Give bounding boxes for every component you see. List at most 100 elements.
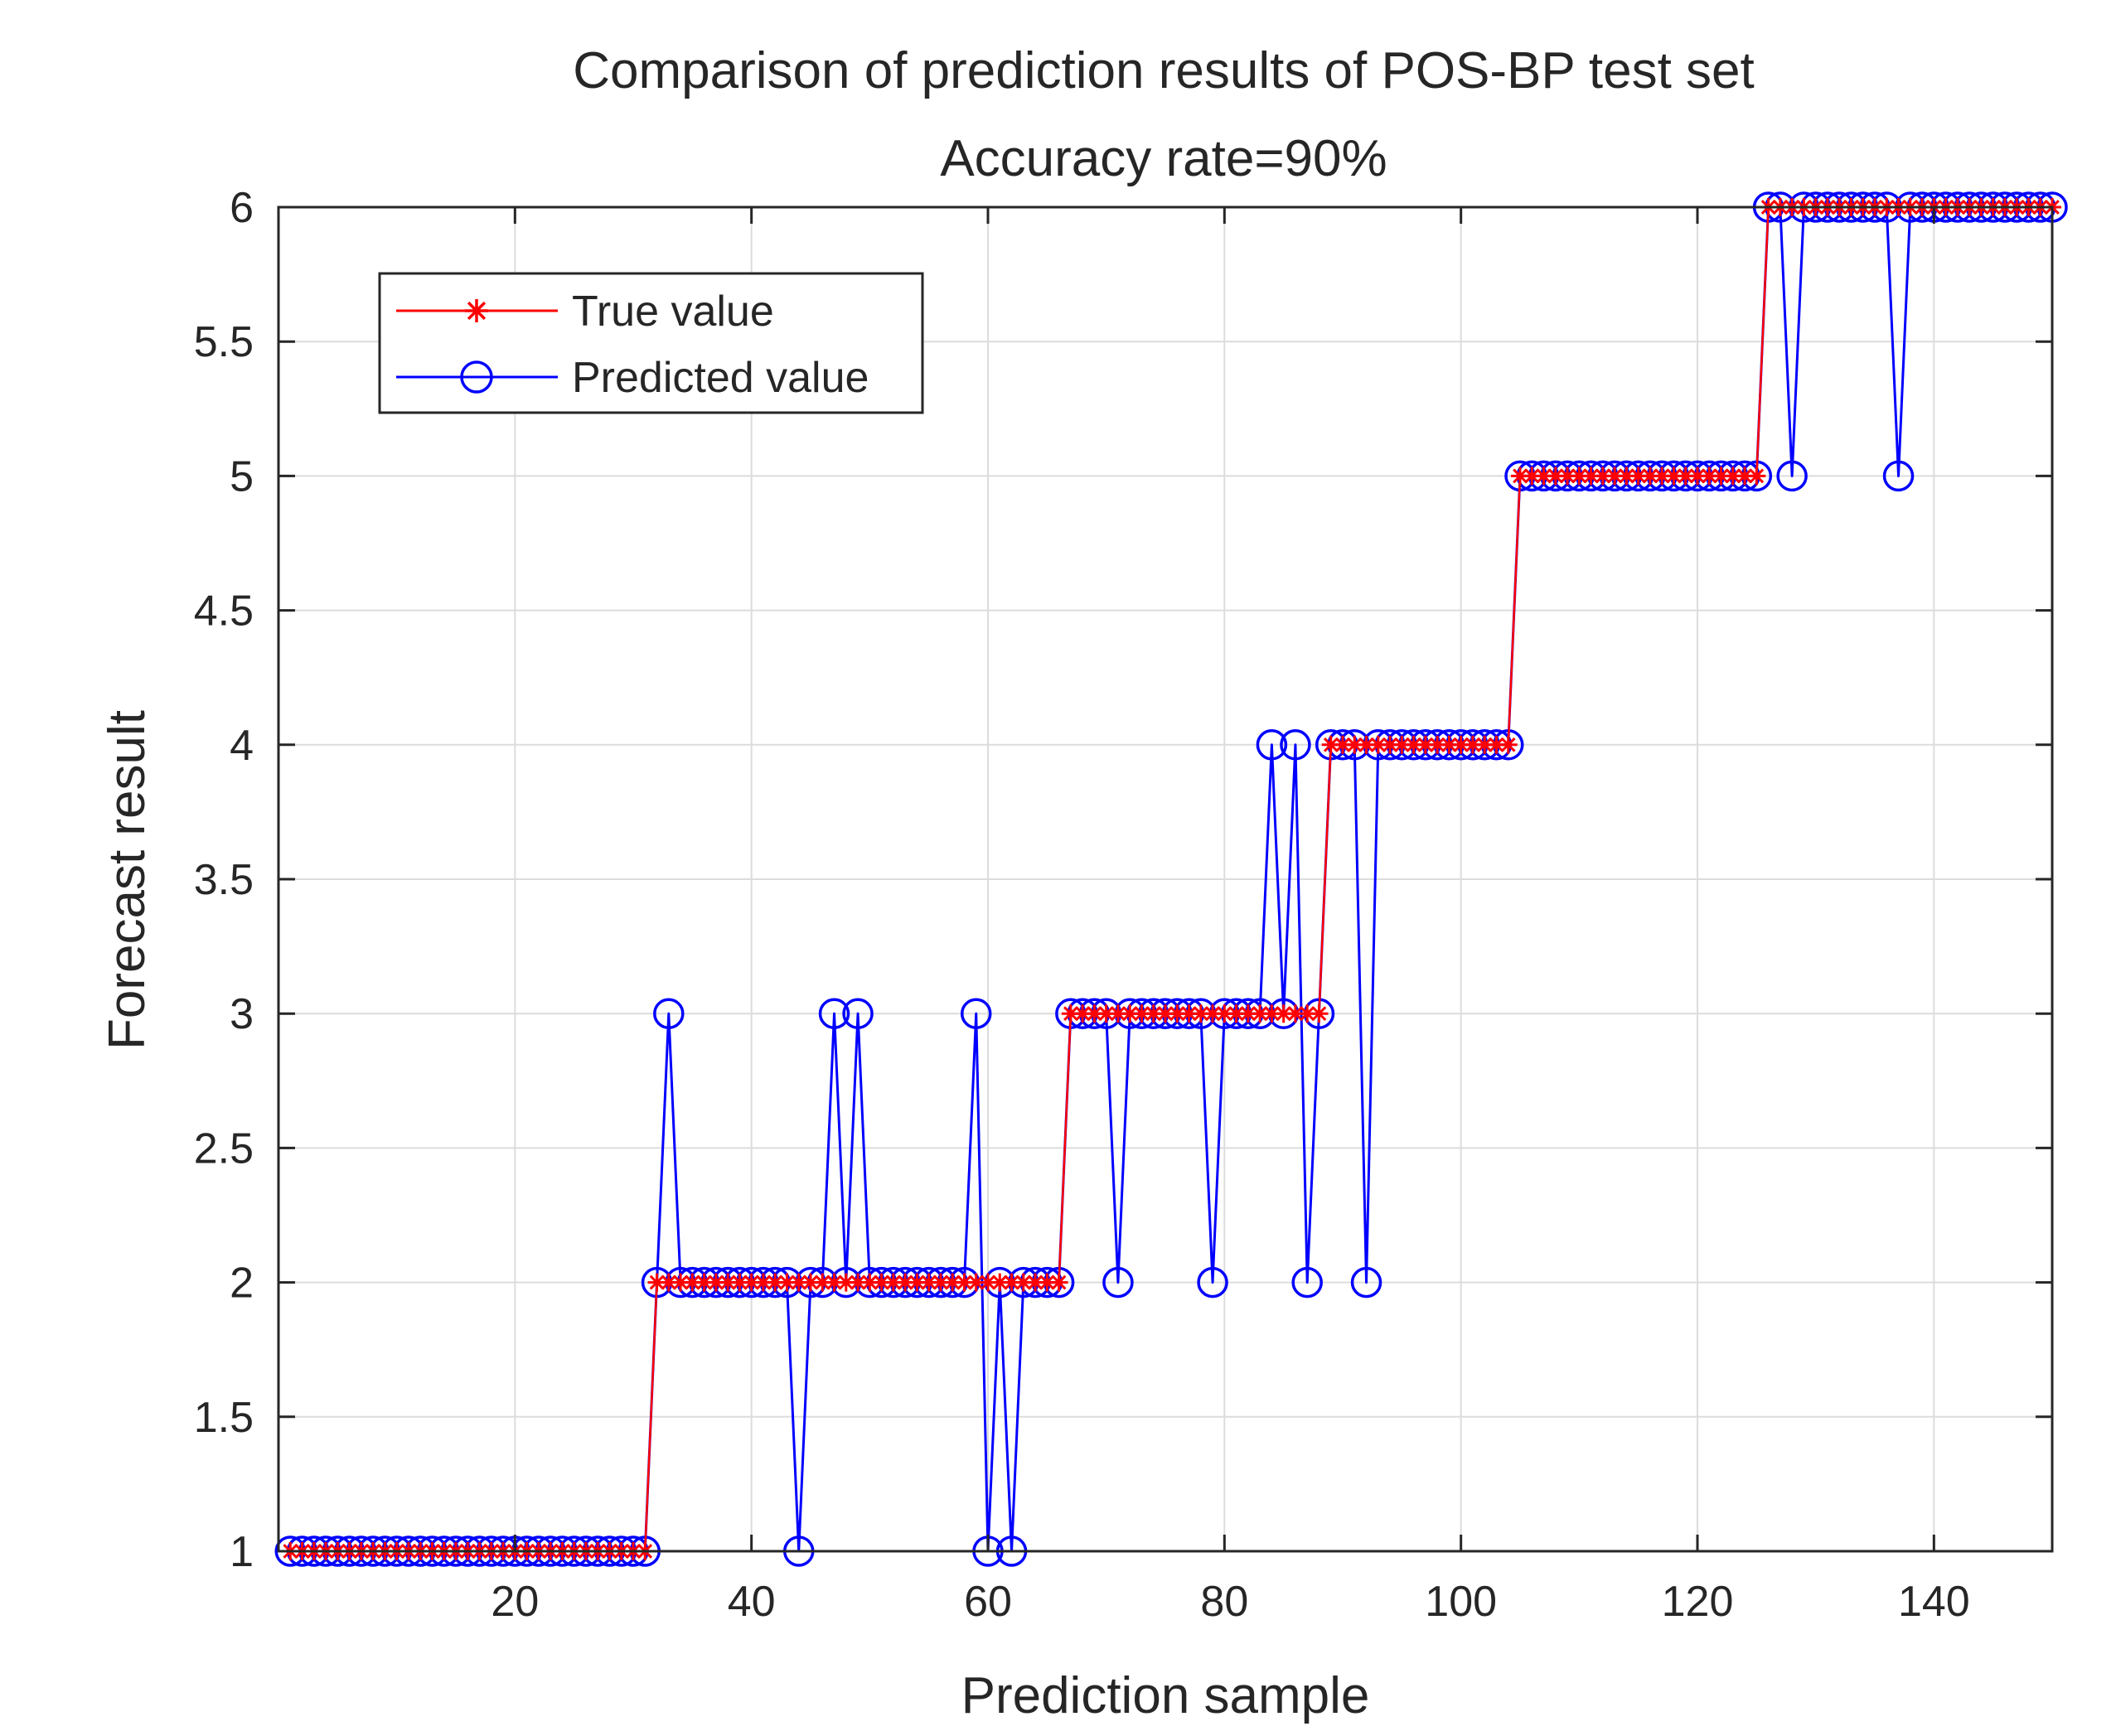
true-point bbox=[872, 1273, 891, 1292]
true-point bbox=[1038, 1273, 1057, 1292]
true-point bbox=[1168, 1004, 1187, 1023]
predicted-point bbox=[1256, 729, 1288, 761]
true-point bbox=[1345, 735, 1364, 754]
true-point bbox=[789, 1273, 808, 1292]
true-point bbox=[1368, 735, 1387, 754]
predicted-point bbox=[1350, 1266, 1382, 1298]
legend-true-marker bbox=[465, 299, 488, 322]
y-tick-label: 1.5 bbox=[194, 1394, 254, 1442]
y-tick-label: 2 bbox=[230, 1260, 254, 1308]
true-point bbox=[1499, 735, 1518, 754]
x-axis-label: Prediction sample bbox=[961, 1667, 1370, 1724]
true-point bbox=[753, 1273, 772, 1292]
y-tick-labels: 1 1.5 2 2.5 3 3.5 4 4.5 5 5.5 6 bbox=[194, 184, 254, 1576]
true-point bbox=[1416, 735, 1435, 754]
predicted-point bbox=[1280, 729, 1311, 761]
true-point bbox=[1061, 1004, 1080, 1023]
predicted-point bbox=[1197, 1266, 1228, 1298]
true-point bbox=[979, 1273, 997, 1292]
true-point bbox=[1736, 467, 1755, 486]
x-tick-label: 20 bbox=[491, 1578, 539, 1626]
true-point bbox=[1085, 1004, 1104, 1023]
true-point bbox=[1238, 1004, 1257, 1023]
true-point bbox=[1593, 467, 1612, 486]
true-point bbox=[860, 1273, 879, 1292]
true-point bbox=[908, 1273, 927, 1292]
true-point bbox=[706, 1273, 725, 1292]
true-point bbox=[1381, 735, 1400, 754]
y-tick-label: 5 bbox=[230, 452, 254, 500]
predicted-point bbox=[1882, 460, 1915, 492]
true-point bbox=[1049, 1273, 1068, 1292]
true-point bbox=[1298, 1004, 1317, 1023]
true-point bbox=[849, 1273, 868, 1292]
true-point bbox=[943, 1273, 962, 1292]
predicted-point bbox=[1776, 460, 1808, 492]
true-point bbox=[1179, 1004, 1198, 1023]
true-point bbox=[1392, 735, 1411, 754]
chart-title: Comparison of prediction results of POS-… bbox=[573, 42, 1755, 99]
predicted-point bbox=[960, 998, 992, 1029]
true-point bbox=[1723, 467, 1742, 486]
predicted-point bbox=[1102, 1266, 1134, 1298]
y-tick-label: 2.5 bbox=[194, 1124, 254, 1173]
true-point bbox=[1215, 1004, 1234, 1023]
true-point bbox=[1653, 467, 1672, 486]
true-point bbox=[1357, 735, 1376, 754]
x-tick-labels: 20 40 60 80 100 120 140 bbox=[491, 1578, 1969, 1626]
true-point bbox=[1440, 735, 1459, 754]
true-point bbox=[1002, 1273, 1021, 1292]
predicted-point bbox=[818, 998, 850, 1029]
true-point bbox=[1321, 735, 1340, 754]
true-point bbox=[1688, 467, 1707, 486]
true-point bbox=[671, 1273, 690, 1292]
true-point bbox=[990, 1273, 1010, 1292]
true-point bbox=[1700, 467, 1719, 486]
true-point bbox=[1428, 735, 1447, 754]
x-tick-label: 120 bbox=[1662, 1578, 1734, 1626]
y-tick-label: 3.5 bbox=[194, 856, 254, 904]
true-point bbox=[1487, 735, 1506, 754]
true-point bbox=[1144, 1004, 1163, 1023]
legend: True value Predicted value bbox=[378, 272, 924, 414]
true-point bbox=[777, 1273, 797, 1292]
true-point bbox=[1546, 467, 1565, 486]
true-point bbox=[1203, 1004, 1223, 1023]
true-point bbox=[1334, 735, 1352, 754]
true-point bbox=[884, 1273, 903, 1292]
true-point bbox=[931, 1273, 950, 1292]
predicted-point bbox=[1291, 1266, 1323, 1298]
axis-ticks bbox=[278, 206, 2052, 1553]
true-point bbox=[1026, 1273, 1045, 1292]
true-point bbox=[683, 1273, 702, 1292]
true-point bbox=[836, 1273, 855, 1292]
true-point bbox=[719, 1273, 738, 1292]
true-point bbox=[1014, 1273, 1033, 1292]
true-point bbox=[1463, 735, 1482, 754]
y-tick-label: 5.5 bbox=[194, 318, 254, 366]
chart-subtitle: Accuracy rate=90% bbox=[940, 130, 1387, 187]
true-point bbox=[1251, 1004, 1270, 1023]
true-point bbox=[1747, 467, 1766, 486]
true-point bbox=[1156, 1004, 1174, 1023]
legend-true-label: True value bbox=[572, 288, 774, 336]
true-point bbox=[1262, 1004, 1281, 1023]
true-point bbox=[1605, 467, 1625, 486]
true-point bbox=[1227, 1004, 1246, 1023]
true-point bbox=[647, 1273, 666, 1292]
true-point bbox=[1558, 467, 1577, 486]
y-axis-label: Forecast result bbox=[99, 710, 156, 1050]
legend-predicted-marker bbox=[460, 360, 493, 394]
true-point bbox=[1132, 1004, 1151, 1023]
x-tick-label: 100 bbox=[1425, 1578, 1497, 1626]
true-point bbox=[659, 1273, 678, 1292]
legend-true-star bbox=[465, 299, 488, 322]
true-point bbox=[801, 1273, 820, 1292]
true-point bbox=[1534, 467, 1553, 486]
true-point bbox=[742, 1273, 761, 1292]
true-point bbox=[1511, 467, 1529, 486]
true-point bbox=[1570, 467, 1589, 486]
true-point bbox=[1274, 1004, 1293, 1023]
